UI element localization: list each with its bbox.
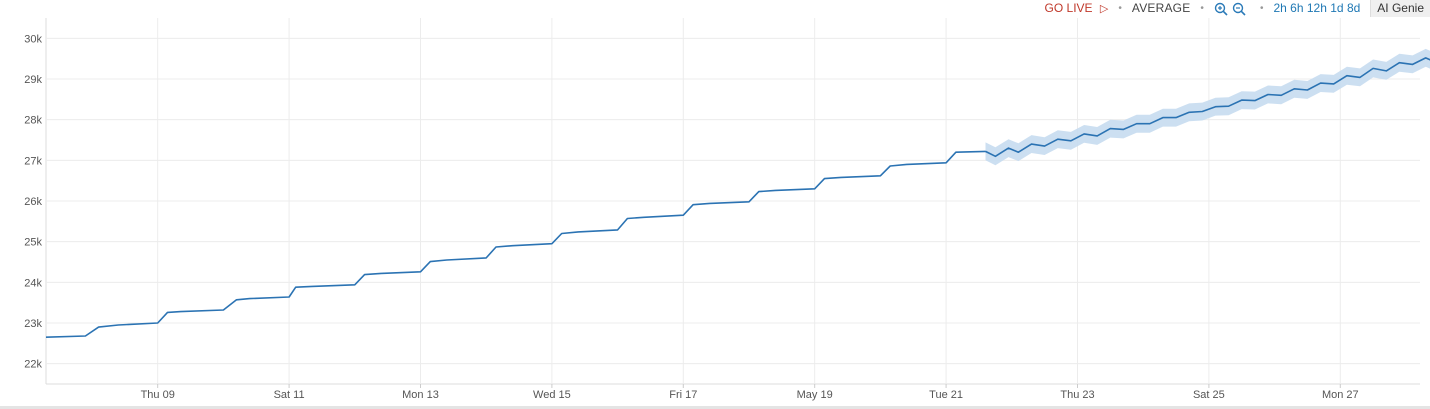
x-tick-label: Fri 17 (669, 389, 697, 401)
separator-dot: • (1118, 2, 1122, 14)
y-tick-label: 22k (24, 359, 42, 371)
zoom-in-icon[interactable] (1214, 0, 1228, 16)
x-tick-label: Tue 21 (929, 389, 963, 401)
y-tick-label: 30k (24, 33, 42, 45)
range-1d-button[interactable]: 1d (1330, 1, 1344, 15)
y-tick-label: 27k (24, 155, 42, 167)
range-6h-button[interactable]: 6h (1290, 1, 1304, 15)
aggregation-selector[interactable]: AVERAGE (1131, 1, 1191, 15)
horizontal-scrollbar[interactable] (0, 406, 1430, 409)
x-tick-label: Thu 09 (141, 389, 175, 401)
x-tick-label: Thu 23 (1060, 389, 1094, 401)
y-tick-label: 29k (24, 74, 42, 86)
zoom-out-icon[interactable] (1232, 0, 1246, 16)
separator-dot: • (1259, 2, 1264, 14)
forecast-series-line[interactable] (985, 57, 1430, 158)
forecast-confidence-band (985, 48, 1430, 166)
x-tick-label: Sat 11 (274, 389, 305, 401)
time-range-selector: 2h 6h 12h 1d 8d (1273, 1, 1360, 15)
go-live-label: GO LIVE (1044, 1, 1093, 15)
y-tick-label: 24k (24, 277, 42, 289)
play-icon: ▷ (1099, 3, 1109, 15)
y-tick-label: 25k (24, 237, 42, 249)
actual-series-line[interactable] (45, 150, 986, 338)
range-8d-button[interactable]: 8d (1346, 1, 1361, 15)
x-tick-label: Mon 13 (402, 389, 439, 401)
y-tick-label: 26k (24, 196, 42, 208)
x-tick-label: Sat 25 (1193, 389, 1225, 401)
go-live-button[interactable]: GO LIVE ▷ (1045, 1, 1109, 15)
chart-toolbar: GO LIVE ▷ • AVERAGE • • 2h 6h 12h 1d 8d … (1045, 0, 1430, 17)
y-tick-label: 28k (24, 115, 42, 127)
y-tick-label: 23k (24, 318, 42, 330)
ai-genie-button[interactable]: AI Genie (1370, 0, 1430, 17)
range-12h-button[interactable]: 12h (1306, 1, 1327, 15)
x-tick-label: Mon 27 (1322, 389, 1359, 401)
x-tick-label: May 19 (797, 389, 833, 401)
separator-dot: • (1200, 2, 1204, 14)
x-tick-label: Wed 15 (533, 389, 571, 401)
range-2h-button[interactable]: 2h (1273, 1, 1287, 15)
